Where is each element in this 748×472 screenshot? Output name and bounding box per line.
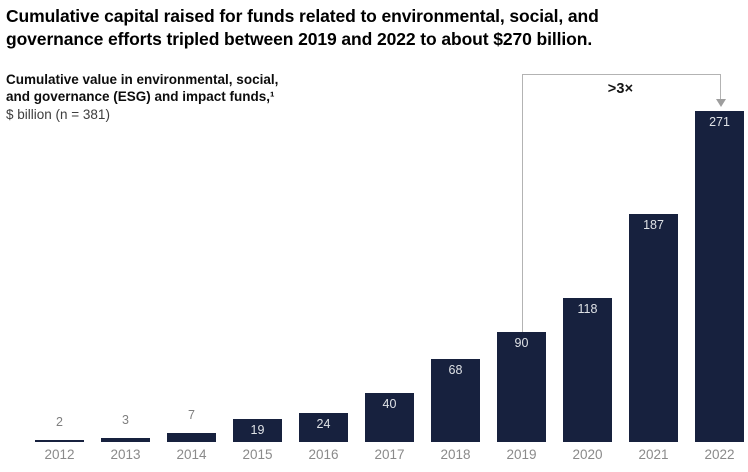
annotation-bracket-left-line xyxy=(522,74,523,332)
x-tick-2014: 2014 xyxy=(176,447,207,462)
bar-value-2016: 24 xyxy=(316,417,331,431)
bar-value-2019: 90 xyxy=(514,336,529,350)
x-tick-2015: 2015 xyxy=(242,447,273,462)
x-tick-2021: 2021 xyxy=(638,447,669,462)
bar-2017 xyxy=(365,393,414,442)
x-tick-2013: 2013 xyxy=(110,447,141,462)
bar-2020 xyxy=(563,298,612,442)
bar-value-2017: 40 xyxy=(382,397,397,411)
bar-2013 xyxy=(101,438,150,442)
bar-2015 xyxy=(233,419,282,442)
bar-2014 xyxy=(167,433,216,442)
bar-value-2012: 2 xyxy=(56,415,63,429)
bar-2016 xyxy=(299,413,348,442)
annotation-arrow-down-icon xyxy=(716,99,726,107)
bar-value-2021: 187 xyxy=(643,218,664,232)
x-tick-2012: 2012 xyxy=(44,447,75,462)
bar-2018 xyxy=(431,359,480,442)
bar-value-2018: 68 xyxy=(448,363,463,377)
x-tick-2020: 2020 xyxy=(572,447,603,462)
annotation-arrow-shaft xyxy=(720,74,721,100)
x-tick-2022: 2022 xyxy=(704,447,735,462)
bar-value-2020: 118 xyxy=(577,302,598,316)
x-tick-2019: 2019 xyxy=(506,447,537,462)
bar-value-2015: 19 xyxy=(250,423,265,437)
x-tick-2016: 2016 xyxy=(308,447,339,462)
x-tick-2018: 2018 xyxy=(440,447,471,462)
bar-2019 xyxy=(497,332,546,442)
bar-2012 xyxy=(35,440,84,442)
bar-value-2014: 7 xyxy=(188,408,195,422)
annotation-bracket-top-line xyxy=(522,74,720,75)
bar-2021 xyxy=(629,214,678,442)
bar-value-2013: 3 xyxy=(122,413,129,427)
x-tick-2017: 2017 xyxy=(374,447,405,462)
exhibit-title: Cumulative capital raised for funds rela… xyxy=(6,6,599,49)
annotation-multiplier-label: >3× xyxy=(607,81,634,97)
bar-value-2022: 271 xyxy=(709,115,730,129)
chart-unit-note: $ billion (n = 381) xyxy=(6,107,110,122)
chart-subtitle: Cumulative value in environmental, socia… xyxy=(6,72,279,104)
bar-2022 xyxy=(695,111,744,442)
